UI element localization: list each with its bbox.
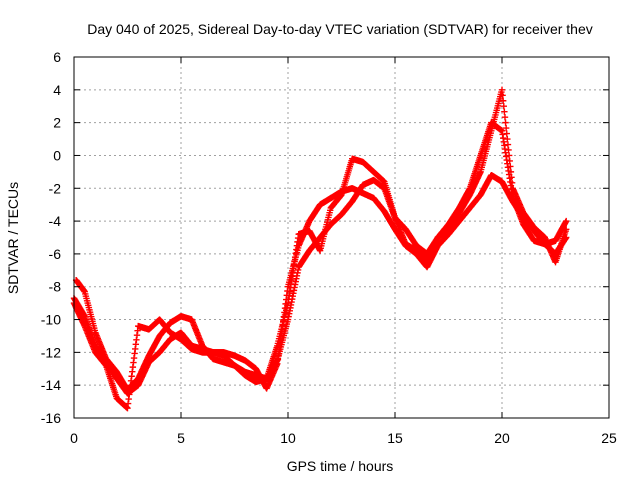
data-point — [504, 135, 511, 143]
x-tick-label: 20 — [494, 430, 510, 446]
x-tick-label: 5 — [177, 430, 185, 446]
plot-frame — [73, 56, 610, 419]
y-tick-label: -8 — [49, 279, 62, 295]
chart-title: Day 040 of 2025, Sidereal Day-to-day VTE… — [87, 21, 593, 37]
x-tick-label: 15 — [387, 430, 403, 446]
data-points — [70, 86, 570, 412]
y-tick-label: -6 — [49, 246, 62, 262]
x-axis-label: GPS time / hours — [287, 458, 394, 474]
y-tick-label: -10 — [41, 312, 61, 328]
series-day-2 — [72, 86, 570, 394]
y-tick-label: -12 — [41, 344, 61, 360]
y-tick-label: 2 — [53, 115, 61, 131]
data-point — [499, 92, 506, 99]
y-tick-label: 4 — [53, 82, 61, 98]
series-day-3 — [70, 119, 570, 412]
data-point — [501, 108, 508, 115]
y-tick-label: -16 — [41, 410, 61, 426]
data-point — [503, 130, 510, 137]
data-point — [498, 86, 506, 94]
x-tick-label: 0 — [70, 430, 78, 446]
y-axis-label: SDTVAR / TECUs — [5, 182, 21, 294]
x-tick-label: 10 — [280, 430, 296, 446]
axis-ticks: 0 5 10 15 20 25 -16 -14 -12 -10 -8 -6 -4 -2 0 2 4 6 — [41, 49, 617, 446]
data-point — [501, 113, 509, 121]
y-tick-label: -14 — [41, 377, 61, 393]
data-point — [505, 152, 513, 159]
data-point — [563, 217, 570, 225]
y-tick-label: -4 — [49, 213, 62, 229]
y-tick-label: -2 — [49, 180, 62, 196]
data-point — [502, 119, 509, 126]
data-point — [502, 124, 510, 132]
data-point — [499, 97, 507, 104]
x-tick-label: 25 — [601, 430, 617, 446]
data-point — [500, 103, 507, 110]
y-tick-label: 6 — [53, 49, 61, 65]
data-point — [504, 141, 512, 148]
y-tick-label: 0 — [53, 147, 61, 163]
